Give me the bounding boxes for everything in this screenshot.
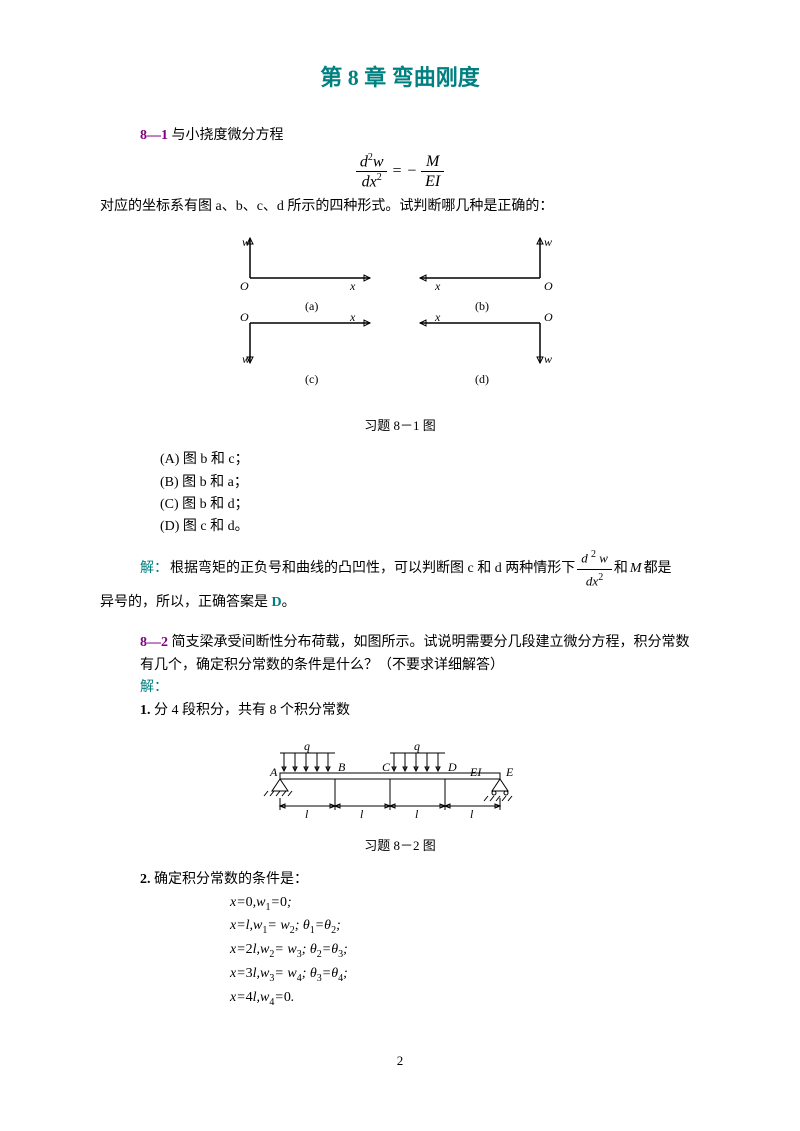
chapter-title: 第 8 章 弯曲刚度 xyxy=(100,60,700,95)
svg-text:D: D xyxy=(447,760,457,774)
svg-text:E: E xyxy=(505,765,514,779)
svg-text:O: O xyxy=(544,310,553,324)
q2-intro-text: 简支梁承受间断性分布荷载，如图所示。试说明需要分几段建立微分方程，积分常数有几个… xyxy=(140,635,690,672)
svg-text:w: w xyxy=(242,235,250,249)
cond-4: x=3l,w3= w4; θ3=θ4; xyxy=(100,963,700,987)
opt-c: (C) 图 b 和 d； xyxy=(160,494,700,516)
cond-5: x=4l,w4=0. xyxy=(100,987,700,1011)
q1-options: (A) 图 b 和 c； (B) 图 b 和 a； (C) 图 b 和 d； (… xyxy=(100,449,700,539)
q1-number: 8—1 xyxy=(140,128,168,143)
fig-8-1-caption: 习题 8－1 图 xyxy=(100,416,700,437)
fig-8-1: w O x (a) w O x (b) O x w (c) O x w (d) xyxy=(100,228,700,406)
opt-d: (D) 图 c 和 d。 xyxy=(160,516,700,538)
svg-text:l: l xyxy=(415,807,419,818)
svg-text:(c): (c) xyxy=(305,372,318,386)
svg-text:x: x xyxy=(349,310,356,324)
cond-1: x=0,w1=0; xyxy=(100,892,700,916)
svg-text:l: l xyxy=(470,807,474,818)
svg-text:q: q xyxy=(414,739,420,753)
q2-number: 8—2 xyxy=(140,635,168,650)
svg-text:l: l xyxy=(305,807,309,818)
q1-solution: 解： 根据弯矩的正负号和曲线的凸凹性，可以判断图 c 和 d 两种情形下 d 2… xyxy=(100,547,700,592)
q2-step1: 1. 分 4 段积分，共有 8 个积分常数 xyxy=(100,700,700,722)
svg-text:A: A xyxy=(269,765,278,779)
svg-text:q: q xyxy=(304,739,310,753)
svg-text:w: w xyxy=(544,235,552,249)
q1-solution-line2: 异号的，所以，正确答案是 D。 xyxy=(100,592,700,614)
q2-intro: 8—2 简支梁承受间断性分布荷载，如图所示。试说明需要分几段建立微分方程，积分常… xyxy=(100,632,700,677)
svg-text:w: w xyxy=(242,352,250,366)
q1-intro: 8—1 与小挠度微分方程 xyxy=(100,125,700,147)
q1-intro-text: 与小挠度微分方程 xyxy=(172,128,284,143)
cond-3: x=2l,w2= w3; θ2=θ3; xyxy=(100,939,700,963)
solution-label: 解： xyxy=(140,558,168,580)
q1-equation: d2w dx2 = − M EI xyxy=(100,152,700,192)
cond-2: x=l,w1= w2; θ1=θ2; xyxy=(100,915,700,939)
svg-text:l: l xyxy=(360,807,364,818)
svg-text:O: O xyxy=(544,279,553,293)
svg-text:O: O xyxy=(240,279,249,293)
opt-a: (A) 图 b 和 c； xyxy=(160,449,700,471)
sol-text-1: 根据弯矩的正负号和曲线的凸凹性，可以判断图 c 和 d 两种情形下 xyxy=(170,558,575,580)
fig-8-2-caption: 习题 8－2 图 xyxy=(100,836,700,857)
svg-text:w: w xyxy=(544,352,552,366)
fig-8-2: q q A B C D E EI l l l l xyxy=(100,738,700,826)
svg-text:B: B xyxy=(338,760,346,774)
q2-step2: 2. 确定积分常数的条件是： xyxy=(100,869,700,891)
svg-text:O: O xyxy=(240,310,249,324)
svg-text:(a): (a) xyxy=(305,299,318,313)
svg-text:EI: EI xyxy=(469,765,482,779)
q1-after-eq: 对应的坐标系有图 a、b、c、d 所示的四种形式。试判断哪几种是正确的： xyxy=(100,196,700,218)
svg-text:(d): (d) xyxy=(475,372,489,386)
svg-text:C: C xyxy=(382,760,391,774)
svg-text:x: x xyxy=(434,279,441,293)
svg-text:x: x xyxy=(349,279,356,293)
q2-sol-label: 解： xyxy=(100,677,700,699)
svg-text:x: x xyxy=(434,310,441,324)
opt-b: (B) 图 b 和 a； xyxy=(160,472,700,494)
page-number: 2 xyxy=(100,1051,700,1072)
svg-text:(b): (b) xyxy=(475,299,489,313)
